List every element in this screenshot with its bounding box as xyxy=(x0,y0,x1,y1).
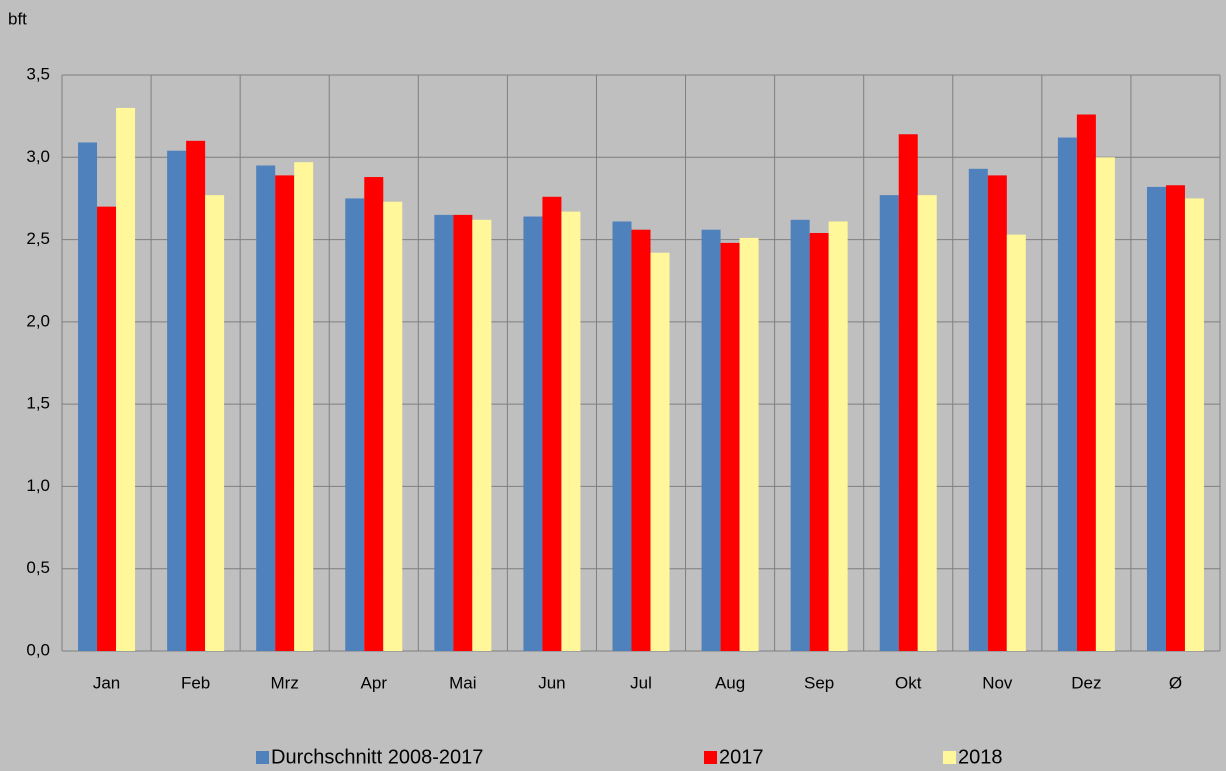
bar xyxy=(294,162,314,652)
x-tick-label: Aug xyxy=(715,673,745,692)
bar xyxy=(987,175,1007,652)
x-tick-label: Jan xyxy=(93,673,120,692)
bar xyxy=(345,198,365,651)
x-tick-label: Ø xyxy=(1169,673,1182,692)
bar xyxy=(720,242,740,651)
legend-swatch xyxy=(704,751,717,764)
bar xyxy=(205,195,225,651)
bar xyxy=(1146,186,1166,651)
x-tick-label: Jul xyxy=(630,673,652,692)
bar xyxy=(1076,114,1096,652)
x-tick-label: Dez xyxy=(1071,673,1101,692)
bar xyxy=(453,214,473,651)
bar xyxy=(275,175,295,652)
x-tick-label: Jun xyxy=(538,673,565,692)
bar xyxy=(97,206,117,651)
bar xyxy=(701,229,721,651)
bar xyxy=(898,134,918,651)
y-tick-label: 3,0 xyxy=(26,147,50,166)
bar xyxy=(650,252,670,652)
y-tick-label: 3,5 xyxy=(26,64,50,83)
y-tick-label: 2,5 xyxy=(26,229,50,248)
bar xyxy=(256,165,276,651)
bar xyxy=(116,107,136,651)
legend-label: 2018 xyxy=(958,746,1003,768)
legend-label: 2017 xyxy=(719,746,764,768)
bar xyxy=(523,216,543,651)
x-tick-label: Sep xyxy=(804,673,834,692)
bar xyxy=(383,201,403,651)
bar xyxy=(828,221,848,651)
y-tick-label: 0,5 xyxy=(26,558,50,577)
bar xyxy=(968,168,988,651)
bar xyxy=(809,232,829,651)
x-tick-label: Nov xyxy=(982,673,1013,692)
bar xyxy=(186,140,206,652)
y-tick-label: 0,0 xyxy=(26,640,50,659)
y-tick-label: 2,0 xyxy=(26,311,50,330)
x-tick-label: Feb xyxy=(181,673,210,692)
bar xyxy=(1057,137,1077,652)
bar xyxy=(364,177,384,651)
bar xyxy=(78,142,98,651)
x-tick-label: Mrz xyxy=(271,673,299,692)
legend-label: Durchschnitt 2008-2017 xyxy=(271,746,483,768)
y-axis-label: bft xyxy=(8,9,27,28)
x-tick-label: Apr xyxy=(361,673,388,692)
bar xyxy=(434,214,454,651)
bar xyxy=(542,196,562,652)
x-tick-label: Mai xyxy=(449,673,476,692)
bar xyxy=(1095,157,1115,652)
legend-swatch xyxy=(943,751,956,764)
bar xyxy=(561,211,581,651)
y-tick-label: 1,5 xyxy=(26,394,50,413)
bar xyxy=(917,195,937,651)
bar xyxy=(790,219,810,651)
bar xyxy=(1165,185,1185,651)
bar xyxy=(631,229,651,651)
y-tick-label: 1,0 xyxy=(26,476,50,495)
bar xyxy=(739,237,759,651)
x-tick-label: Okt xyxy=(895,673,922,692)
bar xyxy=(1006,234,1026,652)
bar xyxy=(879,195,899,651)
bar xyxy=(472,219,492,651)
bar xyxy=(612,221,632,651)
bar xyxy=(167,150,187,651)
bar xyxy=(1184,198,1204,651)
legend-swatch xyxy=(256,751,269,764)
